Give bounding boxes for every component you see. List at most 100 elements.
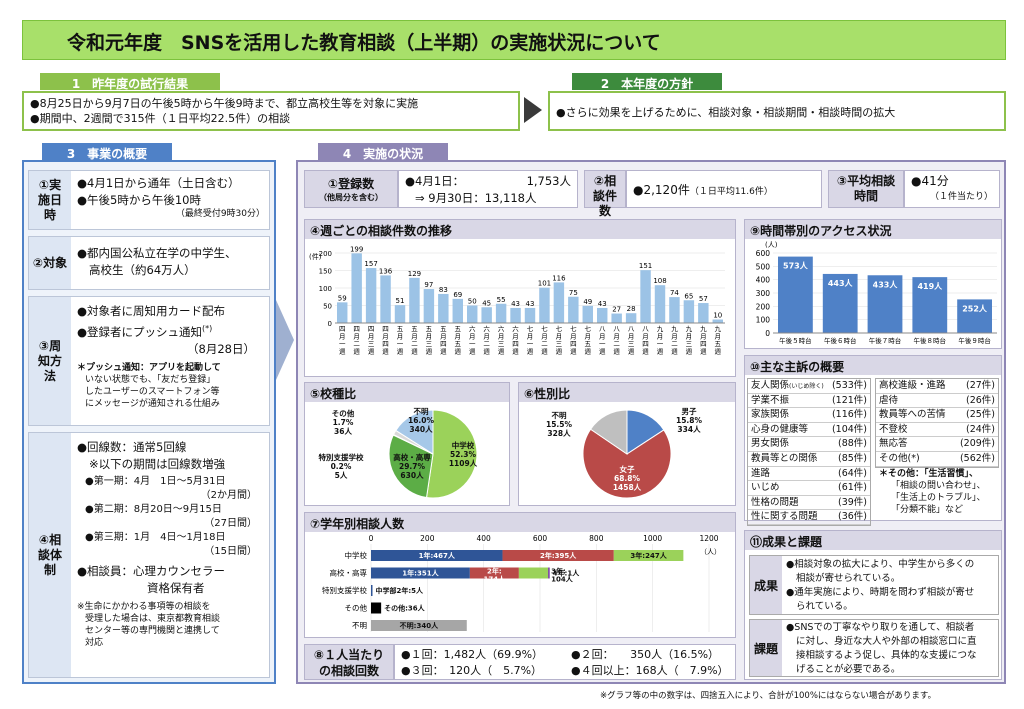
x-tick-label: 六月四週 — [512, 324, 519, 356]
per-row: ●３回： 120人（ 5.7%） ●４回以上：168人（ 7.9%） — [401, 663, 729, 679]
period-line: （27日間） — [204, 518, 257, 529]
slice-label-high: 高校・高専 29.7% 630人 — [393, 452, 431, 480]
topic-name: その他(*) — [879, 452, 920, 464]
tick-char: 週 — [686, 347, 693, 356]
tick-char: 一 — [599, 340, 606, 348]
bar-segment-label: 2年: 174人 — [484, 567, 507, 584]
tick-char: 五 — [440, 325, 447, 333]
x-unit-label: （人） — [700, 548, 721, 556]
tick-char: 四 — [382, 325, 389, 333]
topic-count: (88件) — [837, 438, 867, 450]
tick-char: 三 — [628, 340, 635, 348]
tick-char: 四 — [512, 340, 519, 348]
sec4-tab: 4 実施の状況 — [318, 143, 448, 161]
label-line: 68.8% — [614, 474, 641, 483]
tick-char: 九 — [700, 324, 707, 333]
topic-count: (104件) — [831, 423, 867, 435]
sec1-tab: 1 昨年度の試行結果 — [40, 73, 220, 91]
tick-char: 月 — [339, 333, 346, 341]
label-line: その他:36人 — [384, 604, 426, 613]
bar — [524, 307, 536, 323]
label-line: 1458人 — [613, 483, 642, 492]
bar — [568, 296, 579, 323]
avg-label: ③平均相談時間 — [828, 170, 904, 208]
text-part: 1,753人 — [526, 174, 571, 188]
bar — [654, 285, 666, 323]
note-line: にメッセージが通知される仕組み — [85, 398, 220, 409]
bar-value-label: 65 — [684, 292, 693, 300]
text-part: （１日平均11.6件） — [689, 187, 773, 197]
y-tick-label: 200 — [319, 250, 332, 258]
gender-title: ⑥性別比 — [519, 383, 735, 402]
label-line: 不明:340人 — [400, 621, 439, 630]
tick-char: 週 — [628, 347, 635, 356]
bar-value-label: 69 — [453, 291, 462, 299]
label-line: 不明 — [552, 411, 567, 420]
slice-label-female: 女子 68.8% 1458人 — [613, 464, 642, 492]
tick-char: 六 — [469, 324, 476, 333]
tick-char: 九 — [715, 324, 722, 333]
tick-char: 六 — [512, 324, 519, 333]
slice-label-special: 特別支援学校 0.2% 5人 — [319, 452, 364, 480]
tick-char: 月 — [512, 333, 519, 341]
text-line: （最終受付9時30分） — [175, 209, 265, 219]
topic-row: その他(*) (562件) — [876, 452, 998, 467]
label-line: 中学部2年:5人 — [376, 586, 425, 595]
tick-char: 五 — [715, 340, 722, 348]
tick-char: 月 — [628, 333, 635, 341]
bar — [611, 313, 622, 323]
tick-char: 八 — [642, 325, 649, 333]
note-line: 対応 — [85, 638, 104, 648]
text-line: （１件当たり） — [929, 192, 993, 202]
results-label: 課題 — [750, 620, 782, 676]
cnt-value: ●2,120件（１日平均11.6件） — [626, 170, 822, 208]
note-line: いない状態でも、「友だち登録」 — [85, 374, 216, 385]
tick-char: 月 — [541, 333, 548, 341]
topic-count: (36件) — [837, 511, 867, 523]
tick-char: 四 — [440, 340, 447, 348]
x-tick-label: 午後５時台 — [779, 336, 812, 345]
tick-char: 七 — [585, 324, 592, 333]
tick-char: 週 — [339, 347, 346, 356]
label-line: ⑧１人当たり — [313, 648, 385, 662]
x-tick-label: 五月三週 — [426, 325, 433, 356]
note-line: 「相談の問い合わせ」、 — [891, 481, 986, 491]
sec2-box: ●さらに効果を上げるために、相談対象・相談期間・相談時間の拡大 — [548, 91, 1006, 131]
label-line: 3年: — [551, 567, 566, 576]
per-item: ●４回以上：168人（ 7.9%） — [571, 664, 729, 677]
tick-char: 四 — [353, 325, 360, 333]
weekly-panel: ④週ごとの相談件数の推移 (件) 0 50 100 150 200 59 四月一週 199 四月二… — [304, 219, 736, 377]
tick-char: 月 — [353, 333, 360, 341]
topics-left-table: 友人関係(いじめ除く) (533件) 学業不振 (121件) 家族関係 (116件) 心身の… — [747, 378, 871, 526]
x-tick-label: 五月二週 — [411, 325, 418, 356]
bar — [394, 305, 406, 323]
label-line: 特別支援学校 — [319, 452, 364, 462]
reg-line-1: ●4月1日： 1,753人 — [405, 173, 571, 190]
label-line: 1109人 — [449, 459, 478, 468]
sec3-row-label: ③周知方法 — [29, 297, 71, 425]
y-tick-label: 中学校 — [345, 550, 368, 560]
bar-value-label: 43 — [526, 300, 535, 308]
topics-title: ⑩主な主訴の概要 — [745, 356, 1001, 375]
period-line: ●第二期：8月20日～9月15日 — [85, 504, 222, 515]
arrow-right-icon — [524, 97, 542, 123]
per-item: ●２回： 350人（16.5%） — [571, 648, 720, 661]
x-tick-label: 七月四週 — [570, 324, 577, 356]
bar-value-label: 27 — [612, 306, 621, 314]
label-line: 1.7% — [333, 418, 354, 427]
topic-name: 性に関する問題 — [751, 511, 818, 523]
x-tick-label: 800 — [589, 534, 604, 543]
label-line: 4年:1人 — [553, 569, 581, 578]
bar — [351, 253, 362, 323]
period-line: （2か月間） — [200, 490, 257, 501]
topic-count: (116件) — [831, 409, 867, 421]
tick-char: 五 — [455, 340, 462, 348]
bar-segment-label: その他:36人 — [384, 604, 426, 613]
label-line: 中学校 — [452, 440, 475, 450]
bar — [698, 303, 709, 323]
bar-value-label: 101 — [538, 280, 551, 288]
label-line: 女子 — [620, 464, 635, 474]
bar — [778, 256, 813, 333]
arrow-right-icon — [276, 300, 294, 380]
